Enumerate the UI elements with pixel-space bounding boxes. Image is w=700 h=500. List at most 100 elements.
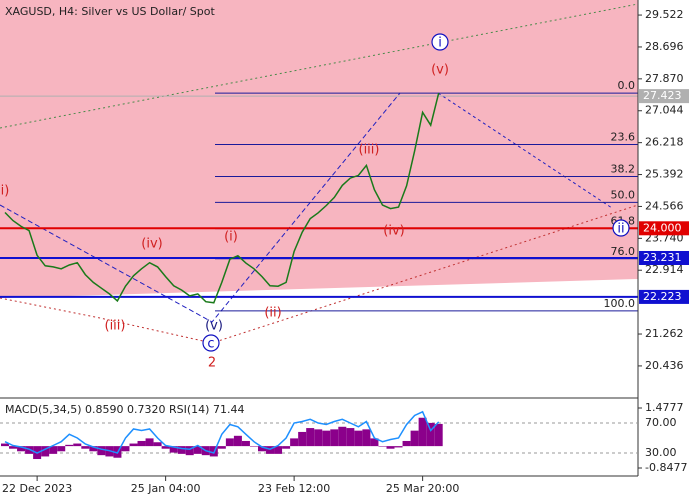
macd-bar — [394, 446, 403, 448]
macd-bar — [378, 446, 387, 447]
wave-circle — [431, 33, 449, 51]
price-level-box — [639, 221, 689, 236]
price-level-box — [639, 289, 689, 304]
price-level-box — [639, 250, 689, 265]
wave-label: (iii) — [359, 143, 380, 158]
wave-line — [0, 92, 401, 323]
y-tick-label: 25.392 — [645, 168, 684, 181]
y-tick-label: 27.870 — [645, 72, 684, 85]
macd-bar — [362, 429, 371, 447]
macd-bar — [330, 429, 339, 447]
macd-bar — [81, 446, 90, 449]
wave-label: (iii) — [105, 319, 126, 334]
price-line — [4, 92, 440, 304]
macd-bar — [346, 428, 355, 447]
macd-bar — [177, 446, 186, 454]
rsi-line — [4, 410, 440, 454]
fib-label: 0.0 — [618, 79, 636, 92]
chart-title: XAGUSD, H4: Silver vs US Dollar/ Spot — [5, 5, 215, 18]
macd-bar — [89, 446, 98, 452]
macd-bar — [322, 430, 331, 447]
macd-bar — [57, 446, 66, 452]
macd-bar — [266, 446, 275, 454]
macd-bar — [298, 431, 307, 447]
macd-bar — [233, 435, 242, 447]
shaded-zone — [0, 0, 638, 298]
macd-bar — [314, 429, 323, 447]
macd-bar — [193, 446, 202, 454]
fib-label: 23.6 — [611, 130, 636, 143]
macd-bar — [49, 446, 58, 454]
fib-label: 76.0 — [611, 245, 636, 258]
macd-bar — [370, 438, 379, 447]
price-level-label: 27.423 — [643, 89, 682, 102]
macd-bar — [41, 446, 50, 457]
macd-bar — [241, 440, 250, 447]
macd-bar — [65, 444, 74, 447]
macd-bar — [402, 440, 411, 447]
macd-bar — [17, 446, 26, 452]
wave-label: (ii) — [264, 306, 281, 321]
y-tick-label: 26.218 — [645, 136, 684, 149]
y-tick-label: 28.696 — [645, 40, 684, 53]
macd-bar — [145, 438, 154, 447]
wave-line — [437, 92, 613, 209]
macd-bar — [290, 438, 299, 447]
trend-line — [0, 204, 639, 344]
macd-bar — [73, 443, 82, 447]
fib-label: 100.0 — [604, 297, 636, 310]
wave-circle — [612, 219, 630, 237]
x-tick-label: 23 Feb 12:00 — [258, 482, 330, 495]
macd-bar — [274, 446, 283, 454]
y-tick-label: 29.522 — [645, 8, 684, 21]
wave-label: (v) — [431, 63, 449, 78]
macd-bar — [249, 446, 258, 447]
x-tick-label: 25 Jan 04:00 — [131, 482, 201, 495]
macd-bar — [386, 446, 395, 449]
x-tick-label: 22 Dec 2023 — [2, 482, 72, 495]
macd-bar — [225, 438, 234, 447]
macd-bar — [418, 417, 427, 447]
fib-label: 38.2 — [611, 163, 636, 176]
macd-bar — [161, 446, 170, 449]
wave-circle — [202, 334, 220, 352]
indicator-title: MACD(5,34,5) 0.8590 0.7320 RSI(14) 71.44 — [5, 403, 244, 416]
channel-line — [0, 3, 639, 129]
x-tick-label: 25 Mar 20:00 — [386, 482, 459, 495]
wave-label: (i) — [224, 230, 238, 245]
macd-bar — [282, 446, 291, 449]
y-tick-label: 27.044 — [645, 104, 684, 117]
wave-label: (iv) — [383, 224, 404, 239]
macd-bar — [1, 443, 9, 447]
wave-label: (iv) — [141, 237, 162, 252]
macd-bar — [97, 446, 106, 456]
y-tick-label: -0.8477 — [645, 461, 687, 474]
macd-bar — [426, 422, 435, 447]
macd-bar — [9, 446, 18, 449]
macd-bar — [354, 430, 363, 447]
macd-bar — [410, 430, 419, 447]
wave-label: ii — [617, 222, 624, 237]
wave-label: i — [438, 36, 442, 51]
y-tick-label: 24.566 — [645, 199, 684, 212]
price-level-label: 23.231 — [643, 251, 682, 264]
fib-label: 50.0 — [611, 188, 636, 201]
macd-bar — [121, 446, 130, 452]
wave-label: c — [207, 337, 214, 352]
macd-bar — [169, 446, 178, 453]
macd-bar — [153, 442, 162, 447]
y-tick-label: 20.436 — [645, 359, 684, 372]
macd-bar — [306, 428, 315, 447]
y-tick-label: 22.914 — [645, 263, 684, 276]
y-tick-label: 1.4777 — [645, 401, 684, 414]
wave-label: 2 — [208, 356, 216, 371]
macd-bar — [434, 423, 443, 447]
price-level-label: 22.223 — [643, 290, 682, 303]
macd-bar — [217, 446, 226, 449]
y2-tick-label: 30.00 — [645, 446, 677, 459]
y2-tick-label: 70.00 — [645, 416, 677, 429]
price-level-label: 24.000 — [643, 221, 682, 234]
